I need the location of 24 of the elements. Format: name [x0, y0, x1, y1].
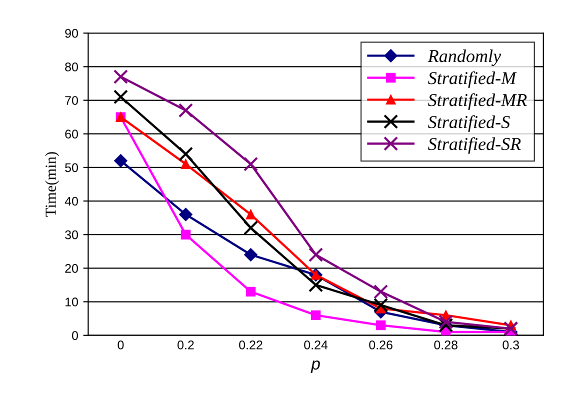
y-tick-label: 30: [65, 230, 78, 240]
x-tick-label: 0.22: [239, 340, 262, 350]
y-tick-label: 50: [65, 163, 78, 172]
y-axis-title: Time(min): [45, 152, 60, 217]
x-tick-label: 0.2: [178, 340, 194, 350]
y-tick-label: 60: [65, 130, 78, 139]
legend-label: Stratified-S: [428, 115, 510, 132]
legend-label: Stratified-MR: [428, 93, 527, 110]
x-tick-label: 0: [118, 340, 124, 350]
legend-label: Stratified-M: [428, 71, 517, 88]
x-tick-label: 0.26: [369, 340, 392, 350]
y-tick-label: 10: [66, 298, 78, 306]
legend-label: Randomly: [428, 49, 502, 66]
x-axis-title: p: [310, 360, 320, 373]
x-tick-label: 0.24: [304, 340, 328, 350]
x-tick-label: 0.3: [502, 340, 520, 350]
y-tick-label: 20: [65, 264, 78, 273]
y-tick-label: 90: [65, 28, 78, 38]
legend-label: Stratified-SR: [428, 137, 521, 154]
x-tick-label: 0.28: [434, 340, 458, 350]
y-tick-label: 40: [64, 196, 78, 206]
y-tick-label: 0: [72, 331, 78, 340]
y-tick-label: 70: [65, 96, 78, 105]
y-tick-label: 80: [65, 62, 78, 72]
